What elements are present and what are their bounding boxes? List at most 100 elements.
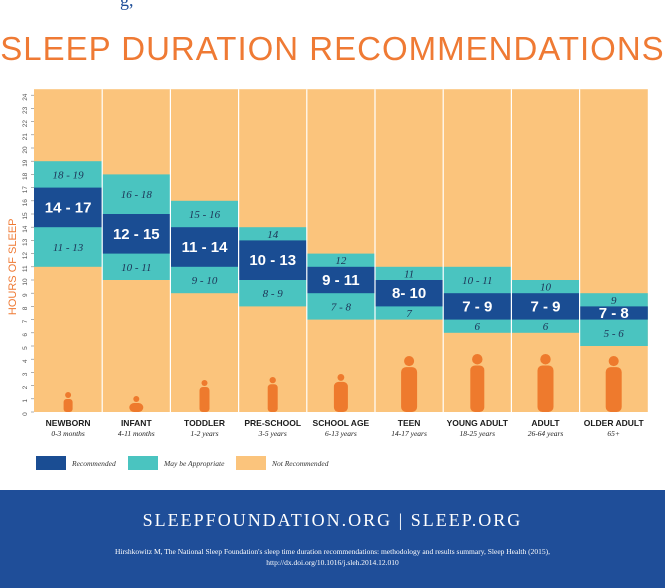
lower-range-label: 9 - 10: [192, 275, 218, 287]
age-range-label: 18-25 years: [459, 429, 495, 438]
age-range-label: 4-11 months: [118, 429, 155, 438]
recommended-bar: [375, 280, 444, 307]
age-range-label: 14-17 years: [391, 429, 427, 438]
age-range-label: 3-5 years: [258, 429, 287, 438]
y-tick-label: 4: [22, 359, 29, 363]
category-label: INFANT: [121, 418, 153, 428]
toddler-walking-icon: [201, 380, 208, 386]
citation-line-2: http://dx.doi.org/10.1016/j.sleh.2014.12…: [266, 558, 399, 567]
child-jumping-icon-body: [333, 381, 348, 412]
lower-range-label: 7 - 8: [331, 301, 352, 313]
preschooler-icon-body: [267, 384, 278, 412]
child-jumping-icon: [337, 374, 345, 381]
baby-sitting-icon: [65, 392, 72, 398]
y-tick-label: 13: [22, 238, 29, 246]
y-tick-label: 11: [22, 265, 29, 272]
upper-range-label: 11: [404, 268, 414, 280]
preschooler-icon: [269, 377, 276, 384]
recommended-bar: [102, 214, 171, 254]
y-tick-label: 7: [22, 319, 29, 323]
y-tick-label: 24: [22, 93, 29, 101]
footer-banner: SLEEPFOUNDATION.ORG | SLEEP.ORG Hirshkow…: [0, 490, 665, 588]
upper-range-label: 18 - 19: [53, 169, 85, 181]
recommended-bar: [443, 293, 512, 320]
age-range-label: 1-2 years: [190, 429, 218, 438]
lower-range-label: 11 - 13: [53, 242, 84, 254]
category-label: SCHOOL AGE: [313, 418, 370, 428]
y-tick-label: 9: [22, 293, 29, 297]
upper-range-label: 9: [611, 295, 617, 307]
y-tick-label: 1: [22, 399, 29, 403]
y-tick-label: 12: [22, 252, 29, 260]
category-label: PRE-SCHOOL: [244, 418, 301, 428]
teen-standing-icon: [404, 356, 415, 367]
footer-citation: Hirshkowitz M, The National Sleep Founda…: [40, 546, 625, 568]
recommended-range-label: 7 - 9: [462, 298, 492, 315]
lower-range-label: 6: [543, 321, 549, 333]
upper-range-label: 14: [267, 229, 279, 241]
y-tick-label: 23: [22, 106, 29, 114]
recommended-range-label: 7 - 8: [599, 305, 629, 322]
legend-label: May be Appropriate: [163, 459, 225, 468]
recommended-bar: [170, 227, 239, 267]
recommended-bar: [34, 187, 103, 228]
young-adult-icon: [472, 354, 483, 365]
toddler-walking-icon-body: [199, 387, 210, 412]
recommended-bar: [511, 293, 580, 320]
recommended-range-label: 10 - 13: [249, 252, 296, 269]
category-label: OLDER ADULT: [584, 418, 645, 428]
y-tick-label: 8: [22, 306, 29, 310]
adult-woman-icon-body: [537, 365, 554, 412]
age-range-label: 0-3 months: [51, 429, 85, 438]
y-tick-label: 16: [22, 199, 29, 207]
y-tick-label: 6: [22, 333, 29, 337]
y-tick-label: 19: [22, 159, 29, 167]
footer-websites: SLEEPFOUNDATION.ORG | SLEEP.ORG: [142, 510, 523, 530]
upper-range-label: 12: [335, 255, 347, 267]
category-label: ADULT: [531, 418, 560, 428]
recommended-bar: [579, 306, 648, 320]
y-tick-label: 21: [22, 133, 29, 141]
header-fragment: g,: [120, 0, 134, 10]
recommended-range-label: 7 - 9: [530, 298, 560, 315]
baby-crawling-icon: [133, 396, 140, 402]
upper-range-label: 10: [540, 282, 552, 294]
legend-swatch: [36, 456, 66, 470]
young-adult-icon-body: [470, 365, 485, 412]
category-label: YOUNG ADULT: [447, 418, 509, 428]
recommended-range-label: 11 - 14: [182, 239, 229, 256]
category-label: TEEN: [398, 418, 421, 428]
lower-range-label: 5 - 6: [604, 328, 625, 340]
recommended-bar: [238, 240, 307, 280]
y-tick-label: 5: [22, 346, 29, 350]
recommended-range-label: 12 - 15: [113, 226, 160, 243]
recommended-bar: [306, 266, 375, 294]
adult-woman-icon: [540, 354, 551, 365]
citation-line-1: Hirshkowitz M, The National Sleep Founda…: [114, 547, 551, 556]
category-label: TODDLER: [184, 418, 225, 428]
lower-range-label: 10 - 11: [121, 262, 151, 274]
y-axis-label: HOURS OF SLEEP: [7, 219, 19, 316]
age-range-label: 6-13 years: [325, 429, 357, 438]
legend-swatch: [128, 456, 158, 470]
recommended-range-label: 14 - 17: [45, 199, 92, 216]
y-tick-label: 18: [22, 172, 29, 180]
y-tick-label: 3: [22, 372, 29, 376]
older-adult-cane-icon-body: [605, 367, 622, 412]
lower-range-label: 7: [406, 308, 412, 320]
age-range-label: 65+: [607, 429, 620, 438]
legend-swatch: [236, 456, 266, 470]
baby-crawling-icon-body: [129, 403, 144, 412]
lower-range-label: 8 - 9: [263, 288, 284, 300]
legend-label: Not Recommended: [271, 459, 329, 468]
y-tick-label: 22: [22, 120, 29, 128]
y-tick-label: 14: [22, 225, 29, 233]
lower-range-label: 6: [475, 321, 481, 333]
y-tick-label: 0: [22, 412, 29, 416]
teen-standing-icon-body: [401, 367, 418, 412]
recommended-range-label: 8- 10: [392, 285, 426, 302]
upper-range-label: 16 - 18: [121, 189, 153, 201]
upper-range-label: 15 - 16: [189, 209, 221, 221]
chart-title: SLEEP DURATION RECOMMENDATIONS: [0, 30, 665, 67]
